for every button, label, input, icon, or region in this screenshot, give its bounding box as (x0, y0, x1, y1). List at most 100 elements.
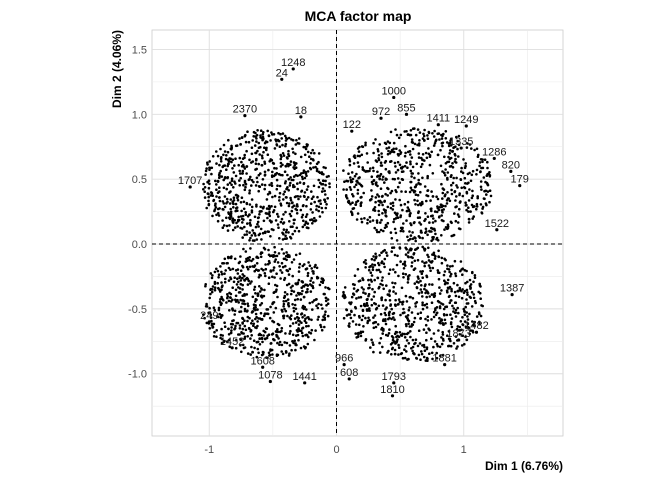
data-point (238, 276, 241, 280)
data-point (466, 142, 469, 145)
data-point (295, 343, 298, 347)
data-point (407, 357, 410, 361)
data-point (259, 145, 262, 149)
data-point (417, 210, 421, 213)
data-point (301, 177, 305, 181)
data-point (217, 173, 221, 177)
data-point (301, 316, 304, 319)
data-point (289, 292, 293, 296)
data-point (378, 177, 382, 181)
data-point (250, 209, 254, 212)
data-point (428, 295, 432, 298)
data-point (253, 285, 257, 289)
data-point (437, 249, 440, 253)
data-point (409, 330, 412, 333)
data-point (389, 202, 393, 205)
data-point (410, 223, 413, 227)
data-point (362, 191, 366, 195)
data-point (323, 325, 326, 329)
data-point (379, 221, 382, 224)
data-point (243, 274, 246, 278)
data-point (399, 203, 403, 207)
data-point (431, 283, 434, 286)
data-point (321, 277, 325, 281)
data-point (263, 170, 267, 174)
data-point (406, 150, 410, 154)
data-point (269, 139, 272, 142)
data-point (467, 217, 471, 221)
data-point (283, 134, 287, 138)
data-point (301, 327, 304, 330)
data-point (393, 348, 397, 352)
data-point (387, 349, 390, 353)
data-point (364, 339, 368, 342)
data-point (484, 189, 488, 193)
data-point (447, 142, 451, 145)
data-point (444, 130, 448, 133)
data-point (259, 287, 263, 290)
data-point (413, 316, 417, 320)
data-point (305, 308, 308, 311)
data-point (368, 198, 372, 202)
data-point (479, 285, 482, 288)
data-point (432, 251, 436, 255)
data-point (395, 147, 398, 150)
data-point (417, 156, 421, 159)
data-point (437, 277, 441, 281)
data-point (350, 129, 354, 133)
y-tick-label: -1.0 (128, 369, 147, 381)
data-point (376, 170, 379, 174)
data-point (394, 231, 398, 235)
data-point (464, 164, 467, 168)
data-point (397, 298, 401, 301)
data-point (468, 188, 471, 191)
data-point (424, 291, 427, 295)
data-point (382, 262, 386, 266)
data-point (297, 316, 301, 320)
data-point (247, 178, 251, 182)
data-point (210, 290, 214, 294)
data-point (402, 307, 405, 311)
data-point (254, 184, 258, 187)
data-point (296, 312, 299, 316)
data-point (250, 184, 253, 187)
data-point (236, 219, 240, 223)
data-point (324, 183, 327, 187)
data-point (407, 322, 410, 326)
data-point (258, 285, 261, 288)
data-point (279, 204, 283, 207)
data-point (395, 239, 399, 242)
data-point (423, 185, 427, 188)
data-point (270, 220, 273, 223)
data-point (484, 202, 488, 205)
data-point (266, 216, 269, 220)
data-point (318, 283, 322, 287)
data-point (324, 200, 327, 204)
data-point (246, 267, 250, 271)
data-point (397, 353, 400, 356)
data-point (401, 356, 405, 360)
data-point (400, 177, 404, 181)
data-point (303, 319, 307, 323)
data-point (297, 293, 301, 296)
data-point (210, 276, 214, 280)
data-point (405, 209, 409, 213)
data-point (311, 286, 315, 290)
data-point (221, 226, 225, 229)
data-point (427, 147, 430, 150)
data-point (225, 154, 228, 157)
data-point (228, 202, 232, 205)
data-point (281, 265, 285, 269)
data-point (379, 161, 383, 164)
data-point (222, 164, 225, 168)
data-point (419, 223, 423, 226)
data-point (366, 221, 369, 225)
data-point (351, 320, 355, 323)
data-point (365, 301, 369, 305)
data-point (248, 158, 251, 162)
data-point (238, 137, 241, 140)
data-point (312, 219, 315, 223)
data-point (389, 191, 392, 195)
data-point (449, 272, 453, 276)
data-point (435, 342, 439, 346)
